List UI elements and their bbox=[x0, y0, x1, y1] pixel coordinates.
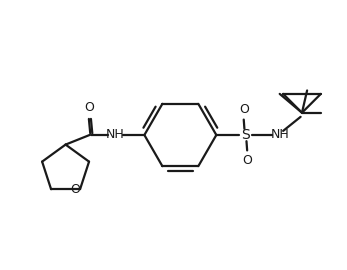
Text: NH: NH bbox=[106, 129, 125, 141]
Text: O: O bbox=[242, 154, 252, 167]
Text: O: O bbox=[85, 102, 94, 114]
Text: NH: NH bbox=[270, 129, 289, 141]
Text: O: O bbox=[239, 103, 249, 116]
Text: S: S bbox=[241, 128, 250, 142]
Text: O: O bbox=[70, 183, 80, 196]
